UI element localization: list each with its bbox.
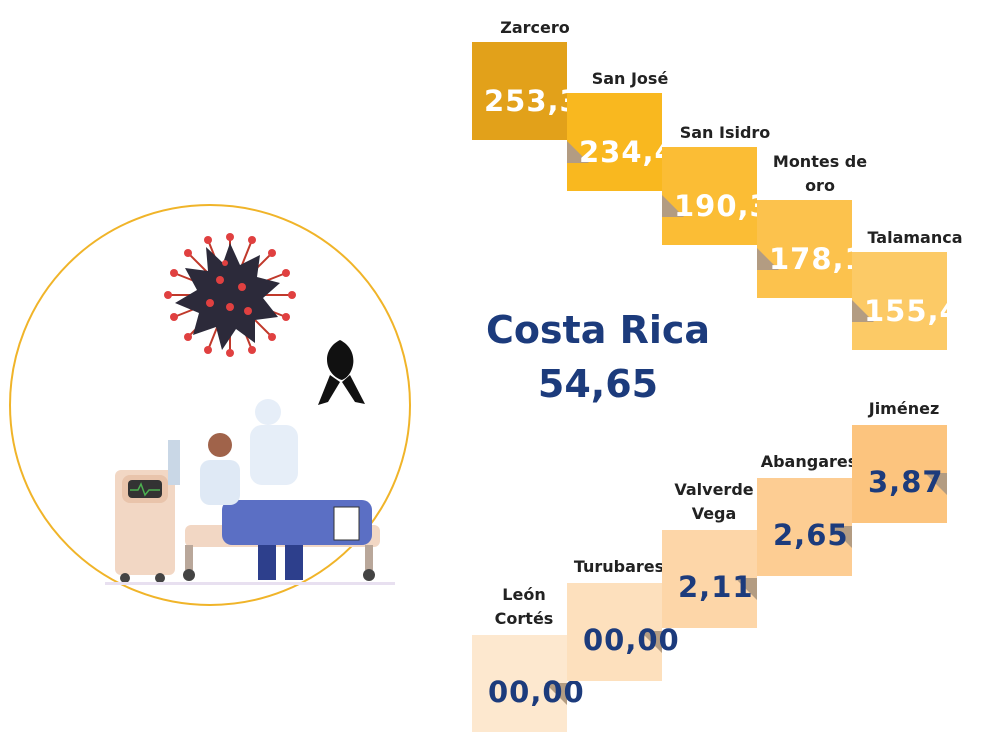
region-name: Turubares: [564, 555, 674, 579]
country-value: 54,65: [470, 362, 726, 406]
region-name: Talamanca: [860, 226, 970, 250]
region-value: 3,87: [868, 465, 944, 499]
region-value: 00,00: [583, 623, 680, 657]
region-name: Abangares: [754, 450, 864, 474]
region-name: Zarcero: [485, 16, 585, 40]
region-name: Valverde Vega: [669, 478, 759, 526]
region-value: 155,40: [864, 294, 982, 328]
infographic: Costa Rica 54,65 253,39Zarcero234,46San …: [0, 0, 987, 732]
illustration: [0, 0, 430, 732]
region-name: San Isidro: [675, 121, 775, 145]
region-name: León Cortés: [489, 583, 559, 631]
country-name: Costa Rica: [470, 308, 726, 352]
region-name: Montes de oro: [770, 150, 870, 198]
region-name: Jiménez: [849, 397, 959, 421]
region-value: 2,11: [678, 570, 754, 604]
region-value: 2,65: [773, 518, 849, 552]
region-name: San José: [580, 67, 680, 91]
